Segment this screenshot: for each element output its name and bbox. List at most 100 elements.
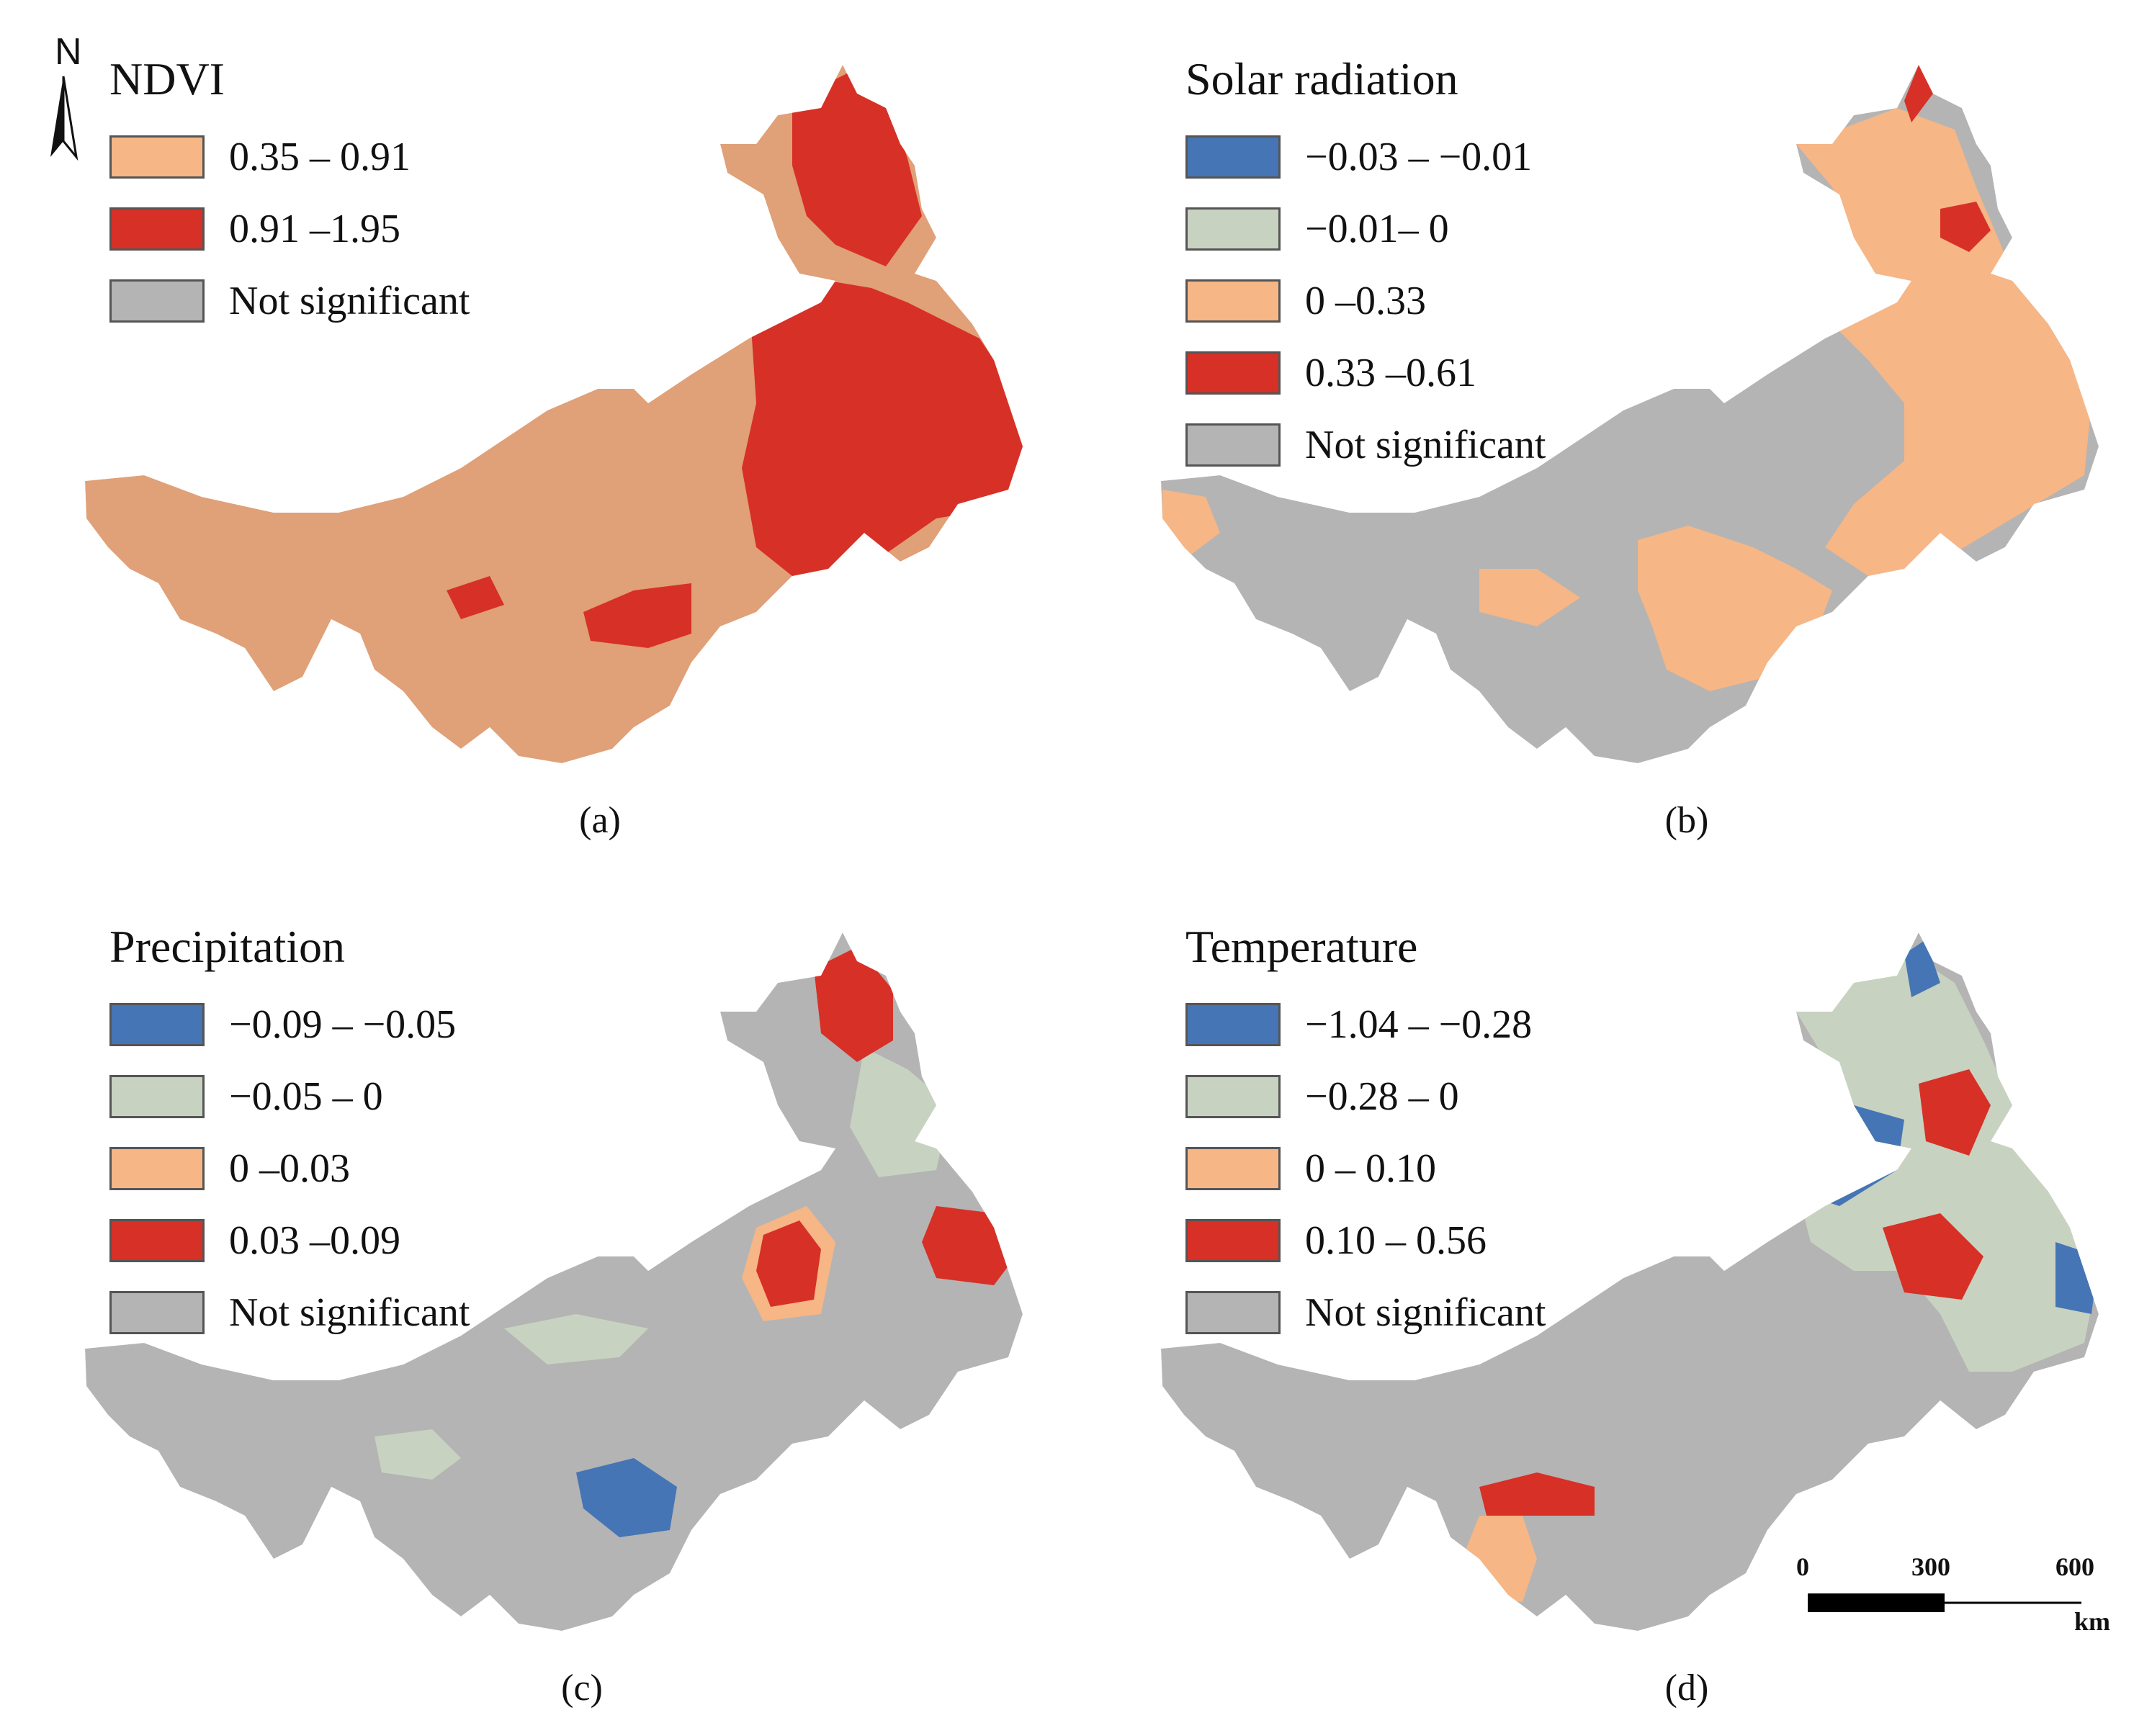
panel-caption: (d) (1664, 1668, 1709, 1709)
legend-swatch (109, 207, 205, 251)
legend-swatch (1185, 1075, 1281, 1118)
panel-ndvi: N NDVI 0.35 – 0.91 0.91 –1.95 Not signif… (0, 0, 1076, 868)
temp-high-south (1479, 1472, 1595, 1516)
scale-bar: 0 300 600 km (1796, 1552, 2128, 1638)
temp-negative-north (1904, 940, 1940, 997)
temperature-map (1161, 932, 2099, 1631)
north-label: N (55, 31, 82, 73)
legend-title: NDVI (109, 53, 225, 104)
precip-low-south (576, 1458, 677, 1537)
scale-tick-label: 0 (1796, 1552, 1809, 1581)
legend-swatch (1185, 1291, 1281, 1334)
panel-caption: (a) (579, 800, 621, 841)
legend-item: −1.04 – −0.28 (1185, 989, 1546, 1061)
scale-tick-label: 300 (1911, 1552, 1950, 1581)
legend-item: 0.03 –0.09 (109, 1205, 470, 1277)
north-arrow: N (22, 20, 82, 164)
legend-swatch (1185, 1219, 1281, 1262)
temp-high-east (1883, 1213, 1983, 1300)
legend-swatch (1185, 135, 1281, 179)
legend-label: −0.28 – 0 (1305, 1074, 1459, 1119)
legend-label: 0 –0.33 (1305, 279, 1426, 323)
legend-title: Precipitation (109, 921, 346, 972)
north-arrow-icon (50, 76, 79, 161)
panel-precipitation: Precipitation −0.09 – −0.05 −0.05 – 0 0 … (0, 868, 1076, 1735)
temp-negative-east (2055, 1242, 2099, 1314)
solar-high-north (1904, 65, 1933, 122)
precip-negative-band (504, 1314, 648, 1364)
temp-high-north (1919, 1069, 1991, 1156)
precipitation-map (85, 932, 1023, 1631)
legend-label: Not significant (1305, 1290, 1546, 1335)
ndvi-high-north (792, 72, 922, 266)
legend-label: 0.33 –0.61 (1305, 351, 1476, 395)
legend-swatch (1185, 279, 1281, 323)
legend-label: Not significant (229, 279, 470, 323)
ndvi-map (85, 65, 1023, 763)
precip-high-center (756, 1220, 821, 1307)
legend-item: 0.33 –0.61 (1185, 337, 1546, 409)
panel-caption: (b) (1664, 800, 1709, 841)
legend-label: −0.01– 0 (1305, 207, 1449, 251)
temp-slightly-negative (1796, 954, 2099, 1372)
legend-label: −0.09 – −0.05 (229, 1002, 457, 1047)
legend-label: 0.91 –1.95 (229, 207, 400, 251)
precip-negative-north (850, 1048, 951, 1177)
solar-moderate-patch (1479, 569, 1580, 626)
legend-label: 0.35 – 0.91 (229, 135, 411, 179)
legend-label: −1.04 – −0.28 (1305, 1002, 1533, 1047)
legend-item: −0.01– 0 (1185, 193, 1546, 265)
solar-radiation-map (1161, 65, 2099, 763)
solar-high-patch (1940, 202, 1991, 252)
legend-swatch (109, 279, 205, 323)
precip-high-east (922, 1206, 1016, 1285)
panel-solar-radiation: Solar radiation −0.03 – −0.01 −0.01– 0 0… (1076, 0, 2152, 868)
solar-moderate-northeast (1796, 108, 2092, 576)
legend-swatch (1185, 423, 1281, 467)
legend-swatch (109, 1075, 205, 1118)
legend-swatch (1185, 1147, 1281, 1190)
scale-bar-graphic (1808, 1593, 2081, 1612)
legend-item: 0.10 – 0.56 (1185, 1205, 1546, 1277)
legend-swatch (109, 1291, 205, 1334)
legend-label: Not significant (229, 1290, 470, 1335)
legend-swatch (109, 1003, 205, 1046)
ndvi-high-northeast (742, 281, 1023, 576)
scale-tick-label: 600 (2055, 1552, 2094, 1581)
legend-label: Not significant (1305, 423, 1546, 467)
legend-swatch (109, 135, 205, 179)
legend-item: 0 –0.03 (109, 1133, 470, 1205)
legend-item: −0.28 – 0 (1185, 1061, 1546, 1133)
panel-caption: (c) (561, 1668, 603, 1709)
legend-label: 0 – 0.10 (1305, 1146, 1436, 1191)
legend-label: 0 –0.03 (229, 1146, 350, 1191)
legend-item: 0 –0.33 (1185, 265, 1546, 337)
precip-high-north (814, 947, 893, 1062)
ndvi-high-patch (447, 576, 504, 619)
panel-temperature: Temperature −1.04 – −0.28 −0.28 – 0 0 – … (1076, 868, 2152, 1735)
legend-title: Temperature (1185, 921, 1418, 972)
legend-swatch (1185, 351, 1281, 395)
legend-item: −0.05 – 0 (109, 1061, 470, 1133)
precip-negative-patch (375, 1429, 461, 1480)
legend-item: 0.91 –1.95 (109, 193, 470, 265)
legend-swatch (109, 1147, 205, 1190)
legend-ndvi: NDVI 0.35 – 0.91 0.91 –1.95 Not signific… (109, 50, 470, 337)
legend-label: −0.05 – 0 (229, 1074, 383, 1119)
legend-precipitation: Precipitation −0.09 – −0.05 −0.05 – 0 0 … (109, 918, 470, 1349)
legend-label: 0.03 –0.09 (229, 1218, 400, 1263)
legend-swatch (109, 1219, 205, 1262)
legend-label: −0.03 – −0.01 (1305, 135, 1533, 179)
legend-solar-radiation: Solar radiation −0.03 – −0.01 −0.01– 0 0… (1185, 50, 1546, 481)
legend-item: 0.35 – 0.91 (109, 121, 470, 193)
ndvi-high-south (583, 583, 691, 648)
legend-swatch (1185, 1003, 1281, 1046)
legend-temperature: Temperature −1.04 – −0.28 −0.28 – 0 0 – … (1185, 918, 1546, 1349)
legend-item: 0 – 0.10 (1185, 1133, 1546, 1205)
temp-moderate-south (1465, 1516, 1537, 1602)
legend-swatch (1185, 207, 1281, 251)
legend-item: −0.03 – −0.01 (1185, 121, 1546, 193)
scale-unit: km (2074, 1607, 2111, 1636)
legend-item: Not significant (109, 265, 470, 337)
legend-title: Solar radiation (1185, 53, 1458, 104)
